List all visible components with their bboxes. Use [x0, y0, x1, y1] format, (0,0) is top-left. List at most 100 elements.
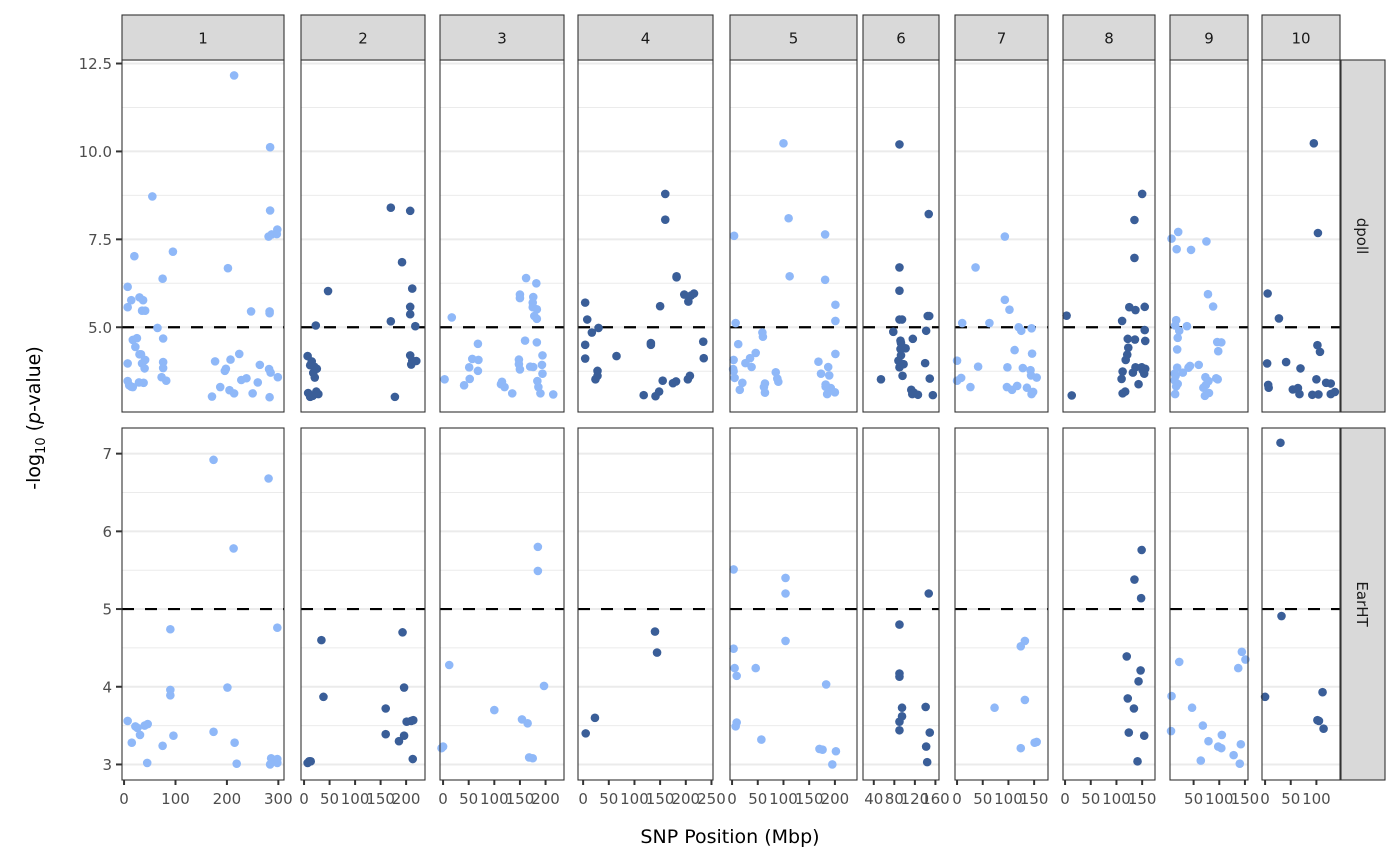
snp-point [1130, 253, 1139, 263]
snp-point [304, 757, 314, 766]
snp-point [729, 366, 738, 376]
y-tick-label: 3 [102, 756, 112, 774]
snp-point [528, 753, 538, 763]
snp-point [158, 334, 168, 343]
y-axis-title-open: ( [23, 424, 45, 437]
snp-point [397, 257, 407, 267]
y-tick-label: 7 [102, 445, 112, 463]
snp-point [1133, 757, 1142, 766]
x-tick-label: 100 [1302, 790, 1331, 808]
strip-label: 9 [1204, 30, 1214, 48]
strip-background [1340, 59, 1386, 413]
snp-point [781, 589, 790, 598]
x-tick-label: 100 [1205, 790, 1234, 808]
panel-dpoll-chr6 [862, 59, 940, 413]
snp-point [232, 759, 241, 768]
snp-point [411, 321, 420, 331]
snp-point [1123, 694, 1133, 703]
snp-point [408, 754, 418, 764]
snp-point [142, 758, 152, 768]
strip-label: 10 [1291, 30, 1310, 48]
snp-point [123, 302, 132, 312]
snp-point [747, 362, 756, 372]
snp-point [1235, 759, 1245, 768]
y-axis-title-rest: -value) [23, 346, 45, 412]
panel-background [1170, 428, 1248, 780]
snp-point [1236, 739, 1246, 749]
strip-label: 7 [997, 30, 1007, 48]
snp-point [1178, 368, 1188, 377]
snp-point [580, 298, 590, 307]
snp-point [822, 389, 832, 399]
snp-point [831, 746, 841, 756]
snp-point [464, 363, 474, 372]
snp-point [459, 380, 469, 390]
snp-point [248, 389, 257, 398]
snp-point [126, 295, 136, 305]
strip-label: 6 [896, 30, 906, 48]
snp-point [895, 725, 904, 735]
snp-point [1136, 593, 1146, 603]
strip-top-chr8: 8 [1062, 14, 1156, 61]
snp-point [394, 736, 404, 746]
snp-point [532, 278, 541, 288]
snp-point [652, 648, 662, 657]
snp-point [689, 289, 699, 298]
snp-point [1182, 321, 1192, 331]
snp-point [168, 247, 178, 256]
snp-point [1027, 324, 1036, 333]
snp-point [660, 215, 670, 224]
snp-point [1314, 716, 1324, 726]
snp-point [1123, 334, 1133, 344]
snp-point [140, 364, 149, 373]
snp-point [831, 300, 840, 310]
snp-point [1117, 374, 1126, 384]
snp-point [779, 139, 788, 148]
snp-point [437, 743, 446, 753]
x-tick-label: 100 [769, 790, 798, 808]
snp-point [273, 623, 282, 632]
snp-point [223, 263, 233, 273]
snp-point [924, 209, 934, 219]
x-tick-label: 0 [1260, 790, 1270, 808]
snp-point [1140, 336, 1150, 346]
x-tick-label: 0 [727, 790, 737, 808]
snp-point [1140, 325, 1150, 335]
snp-point [751, 348, 761, 358]
snp-point [1129, 704, 1139, 713]
snp-point [1213, 374, 1223, 384]
snp-point [925, 728, 935, 737]
snp-point [1213, 346, 1223, 356]
snp-point [971, 263, 980, 272]
panel-EarHT-chr2 [300, 427, 426, 781]
snp-point [127, 738, 137, 748]
strip-right-dpoll: dpoll [1340, 59, 1386, 413]
snp-point [966, 382, 975, 392]
snp-point [1027, 389, 1036, 399]
snp-point [1318, 687, 1327, 697]
snp-point [405, 206, 415, 216]
snp-point [1262, 359, 1272, 368]
snp-point [1005, 305, 1014, 314]
snp-point [679, 290, 689, 299]
snp-point [1309, 139, 1319, 148]
x-tick-label: 0 [438, 790, 448, 808]
snp-point [1137, 189, 1147, 199]
snp-point [672, 273, 681, 282]
strip-label: 4 [641, 30, 651, 48]
panel-background [440, 60, 564, 412]
snp-point [537, 360, 547, 370]
x-tick-label: 0 [1060, 790, 1070, 808]
snp-point [533, 566, 543, 576]
snp-point [895, 286, 904, 295]
x-tick-label: 100 [620, 790, 649, 808]
panel-background [122, 60, 284, 412]
x-tick-label: 160 [921, 790, 950, 808]
snp-point [1130, 215, 1139, 225]
panel-background [578, 60, 713, 412]
snp-point [1170, 389, 1180, 399]
panel-dpoll-chr5 [728, 59, 858, 413]
snp-point [521, 273, 531, 283]
strip-background [1340, 427, 1386, 781]
x-tick-label: 150 [1231, 790, 1260, 808]
